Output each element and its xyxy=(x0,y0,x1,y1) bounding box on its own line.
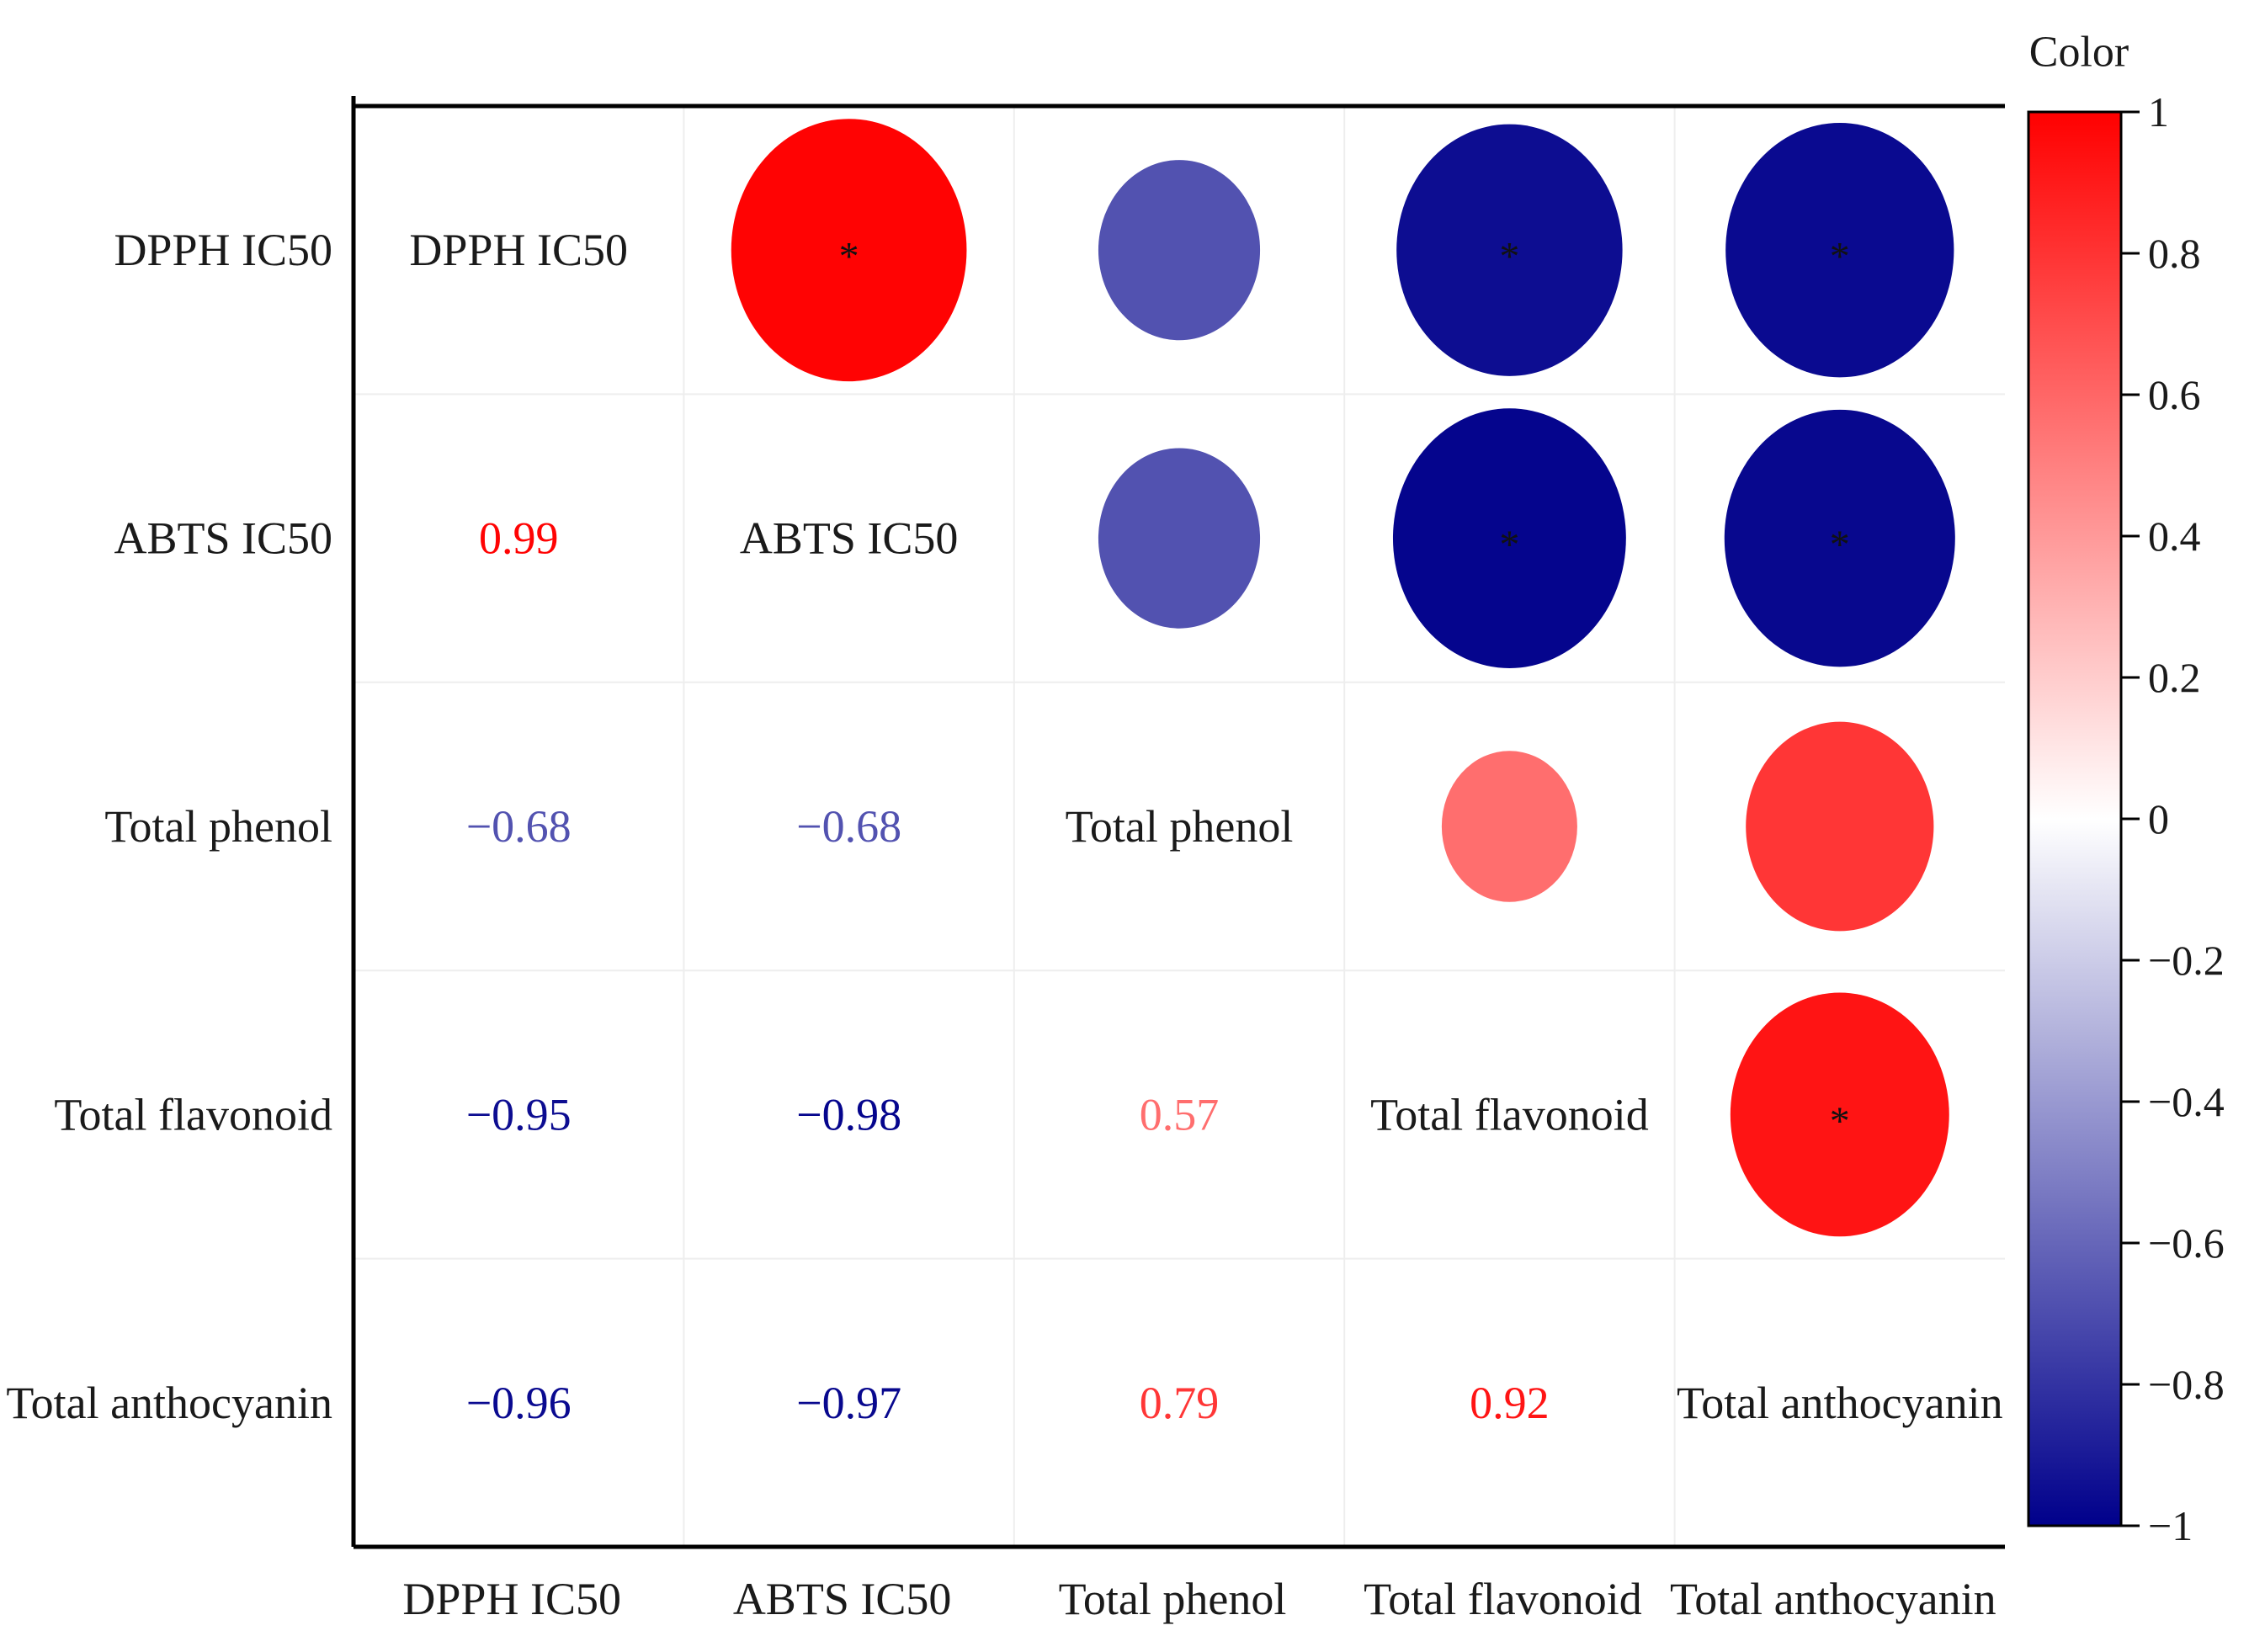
significance-marker: * xyxy=(839,235,859,279)
correlation-ellipse xyxy=(1392,408,1626,668)
correlation-ellipse xyxy=(1725,122,1954,378)
colorbar-title: Color xyxy=(2029,29,2129,77)
correlation-value: −0.68 xyxy=(466,801,572,852)
correlation-ellipse xyxy=(1746,721,1934,932)
colorbar-tick-label: 0.4 xyxy=(2148,513,2201,560)
matrix-cells: DPPH IC50 * * * 0.99 ABTS IC50 * * −0.68 −0.68 Tot… xyxy=(409,119,2003,1428)
colorbar-tick-label: −0.6 xyxy=(2148,1219,2225,1267)
colorbar-gradient xyxy=(2027,110,2123,1527)
colorbar-tick-label: −0.4 xyxy=(2148,1078,2225,1125)
row-label: ABTS IC50 xyxy=(114,513,332,564)
diagonal-label: DPPH IC50 xyxy=(409,225,628,275)
row-label: Total flavonoid xyxy=(54,1089,332,1139)
correlation-value: 0.57 xyxy=(1140,1089,1220,1139)
column-label: Total flavonoid xyxy=(1364,1574,1642,1624)
column-label: DPPH IC50 xyxy=(402,1574,621,1624)
diagonal-label: Total anthocyanin xyxy=(1677,1378,2003,1428)
correlation-value: 0.99 xyxy=(479,513,559,564)
significance-marker: * xyxy=(1499,235,1519,279)
correlation-ellipse xyxy=(1396,124,1623,376)
colorbar-tick-label: 0.6 xyxy=(2148,371,2201,418)
correlation-ellipse xyxy=(731,119,967,382)
column-label: Total phenol xyxy=(1059,1574,1287,1624)
row-label: DPPH IC50 xyxy=(114,225,332,275)
correlation-value: −0.96 xyxy=(466,1378,572,1428)
diagonal-label: ABTS IC50 xyxy=(740,513,959,564)
grid-lines xyxy=(354,106,2005,1547)
significance-marker: * xyxy=(1499,523,1519,567)
column-label: ABTS IC50 xyxy=(733,1574,952,1624)
colorbar-tick-label: 1 xyxy=(2148,88,2169,135)
colorbar-tick-label: 0.2 xyxy=(2148,654,2201,701)
colorbar-tick-label: −0.8 xyxy=(2148,1361,2225,1408)
significance-marker: * xyxy=(1830,235,1850,279)
diagonal-label: Total flavonoid xyxy=(1370,1089,1649,1139)
correlation-ellipse xyxy=(1441,751,1577,902)
correlation-value: −0.98 xyxy=(796,1089,901,1139)
row-label: Total anthocyanin xyxy=(6,1378,332,1428)
colorbar-tick-label: 0 xyxy=(2148,795,2169,842)
correlation-value: −0.97 xyxy=(796,1378,901,1428)
colorbar-tick-label: −0.2 xyxy=(2148,937,2225,984)
correlation-ellipse xyxy=(1098,160,1261,341)
colorbar: Color 1 0.8 0.6 0.4 0.2 0 −0.2 −0.4 −0.6 −0.8 −1 xyxy=(2027,29,2225,1549)
correlation-ellipse xyxy=(1098,448,1261,629)
correlation-value: −0.95 xyxy=(466,1089,572,1139)
correlation-value: 0.79 xyxy=(1140,1378,1220,1428)
correlation-ellipse xyxy=(1730,992,1949,1237)
column-label: Total anthocyanin xyxy=(1670,1574,1996,1624)
significance-marker: * xyxy=(1830,1099,1850,1144)
row-label: Total phenol xyxy=(104,801,332,852)
correlation-ellipse xyxy=(1724,409,1955,667)
significance-marker: * xyxy=(1830,523,1850,567)
colorbar-tick-label: −1 xyxy=(2148,1502,2193,1549)
colorbar-tick-label: 0.8 xyxy=(2148,230,2201,277)
axes: DPPH IC50 ABTS IC50 Total phenol Total flav… xyxy=(6,96,2005,1624)
correlation-value: −0.68 xyxy=(796,801,901,852)
correlation-value: 0.92 xyxy=(1470,1378,1550,1428)
diagonal-label: Total phenol xyxy=(1066,801,1294,852)
